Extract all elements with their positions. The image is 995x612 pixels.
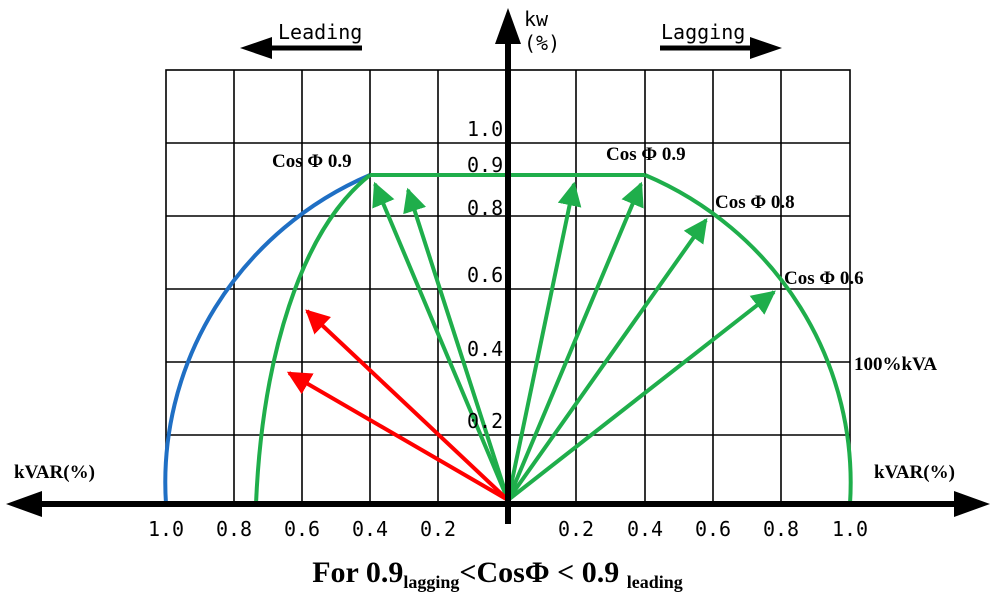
y-tick-label: 0.6 [467, 263, 503, 287]
x-tick-label: 1.0 [832, 517, 868, 541]
cos-label-lagging-09: Cos Φ 0.9 [606, 144, 686, 165]
green-arrows [372, 181, 776, 502]
x-tick-label: 0.2 [420, 517, 456, 541]
leading-arrowhead [240, 37, 272, 59]
kvar-left-arrowhead [6, 491, 42, 517]
x-tick-label: 0.4 [352, 517, 388, 541]
axes [6, 8, 990, 524]
lagging-arrowhead [750, 37, 782, 59]
kw-axis-arrowhead [495, 8, 521, 44]
x-tick-label: 0.2 [558, 517, 594, 541]
kvar-right-arrowhead [954, 491, 990, 517]
green-arrow [506, 181, 644, 501]
kvar-right-label: kVAR(%) [874, 462, 955, 483]
red-arrow [305, 309, 510, 502]
lagging-label: Lagging [661, 20, 745, 44]
kvar-left-label: kVAR(%) [14, 462, 95, 483]
x-tick-label: 0.6 [695, 517, 731, 541]
x-tick-label: 0.6 [284, 517, 320, 541]
caption-middle: <CosΦ < 0.9 [459, 556, 620, 589]
direction-arrows [240, 37, 782, 59]
green-arrow [506, 290, 776, 502]
y-tick-labels: 1.0 0.9 0.8 0.6 0.4 0.2 [467, 117, 503, 433]
leading-limit-arc [163, 173, 371, 505]
caption-main: For 0.9 [312, 556, 404, 589]
kw-axis-label: kw [524, 7, 549, 31]
cos-label-08: Cos Φ 0.8 [715, 192, 795, 213]
red-arrow [286, 371, 510, 502]
y-tick-label: 0.9 [467, 153, 503, 177]
kw-axis-unit: (%) [524, 31, 560, 55]
green-arrow [506, 181, 582, 501]
green-arrow [403, 187, 510, 501]
x-tick-label: 0.8 [216, 517, 252, 541]
caption-sub-lagging: lagging [403, 572, 460, 592]
cos-label-leading-09: Cos Φ 0.9 [272, 151, 352, 172]
y-tick-label: 1.0 [467, 117, 503, 141]
y-tick-label: 0.8 [467, 196, 503, 220]
caption: For 0.9lagging<CosΦ < 0.9 leading [0, 556, 995, 593]
cos-label-06: Cos Φ 0.6 [784, 268, 864, 289]
x-tick-labels: 1.0 0.8 0.6 0.4 0.2 0.2 0.4 0.6 0.8 1.0 [148, 517, 868, 541]
x-tick-label: 1.0 [148, 517, 184, 541]
green-arrow [506, 218, 708, 502]
red-arrows [286, 309, 510, 502]
x-tick-label: 0.8 [763, 517, 799, 541]
leading-green-curve [254, 173, 372, 505]
green-arrow [372, 181, 510, 501]
leading-label: Leading [278, 20, 362, 44]
y-tick-label: 0.2 [467, 409, 503, 433]
caption-sub-leading: leading [626, 572, 683, 592]
x-tick-label: 0.4 [627, 517, 663, 541]
y-tick-label: 0.4 [467, 337, 503, 361]
kva-circle-label: 100%kVA [854, 354, 937, 375]
kva-circle-arc [644, 173, 853, 505]
